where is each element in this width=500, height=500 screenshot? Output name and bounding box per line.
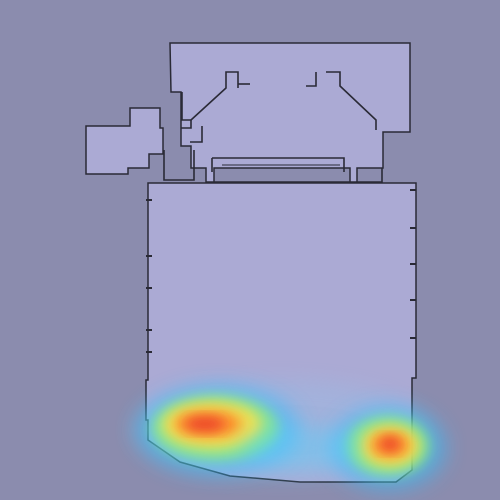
floor-area-left-annex bbox=[85, 107, 164, 175]
floor-area-upper bbox=[169, 42, 411, 183]
wall-notches bbox=[146, 189, 416, 353]
heatmap-layer bbox=[130, 380, 446, 490]
hotspot-lower-right bbox=[330, 406, 446, 490]
interior-walls bbox=[163, 71, 383, 183]
